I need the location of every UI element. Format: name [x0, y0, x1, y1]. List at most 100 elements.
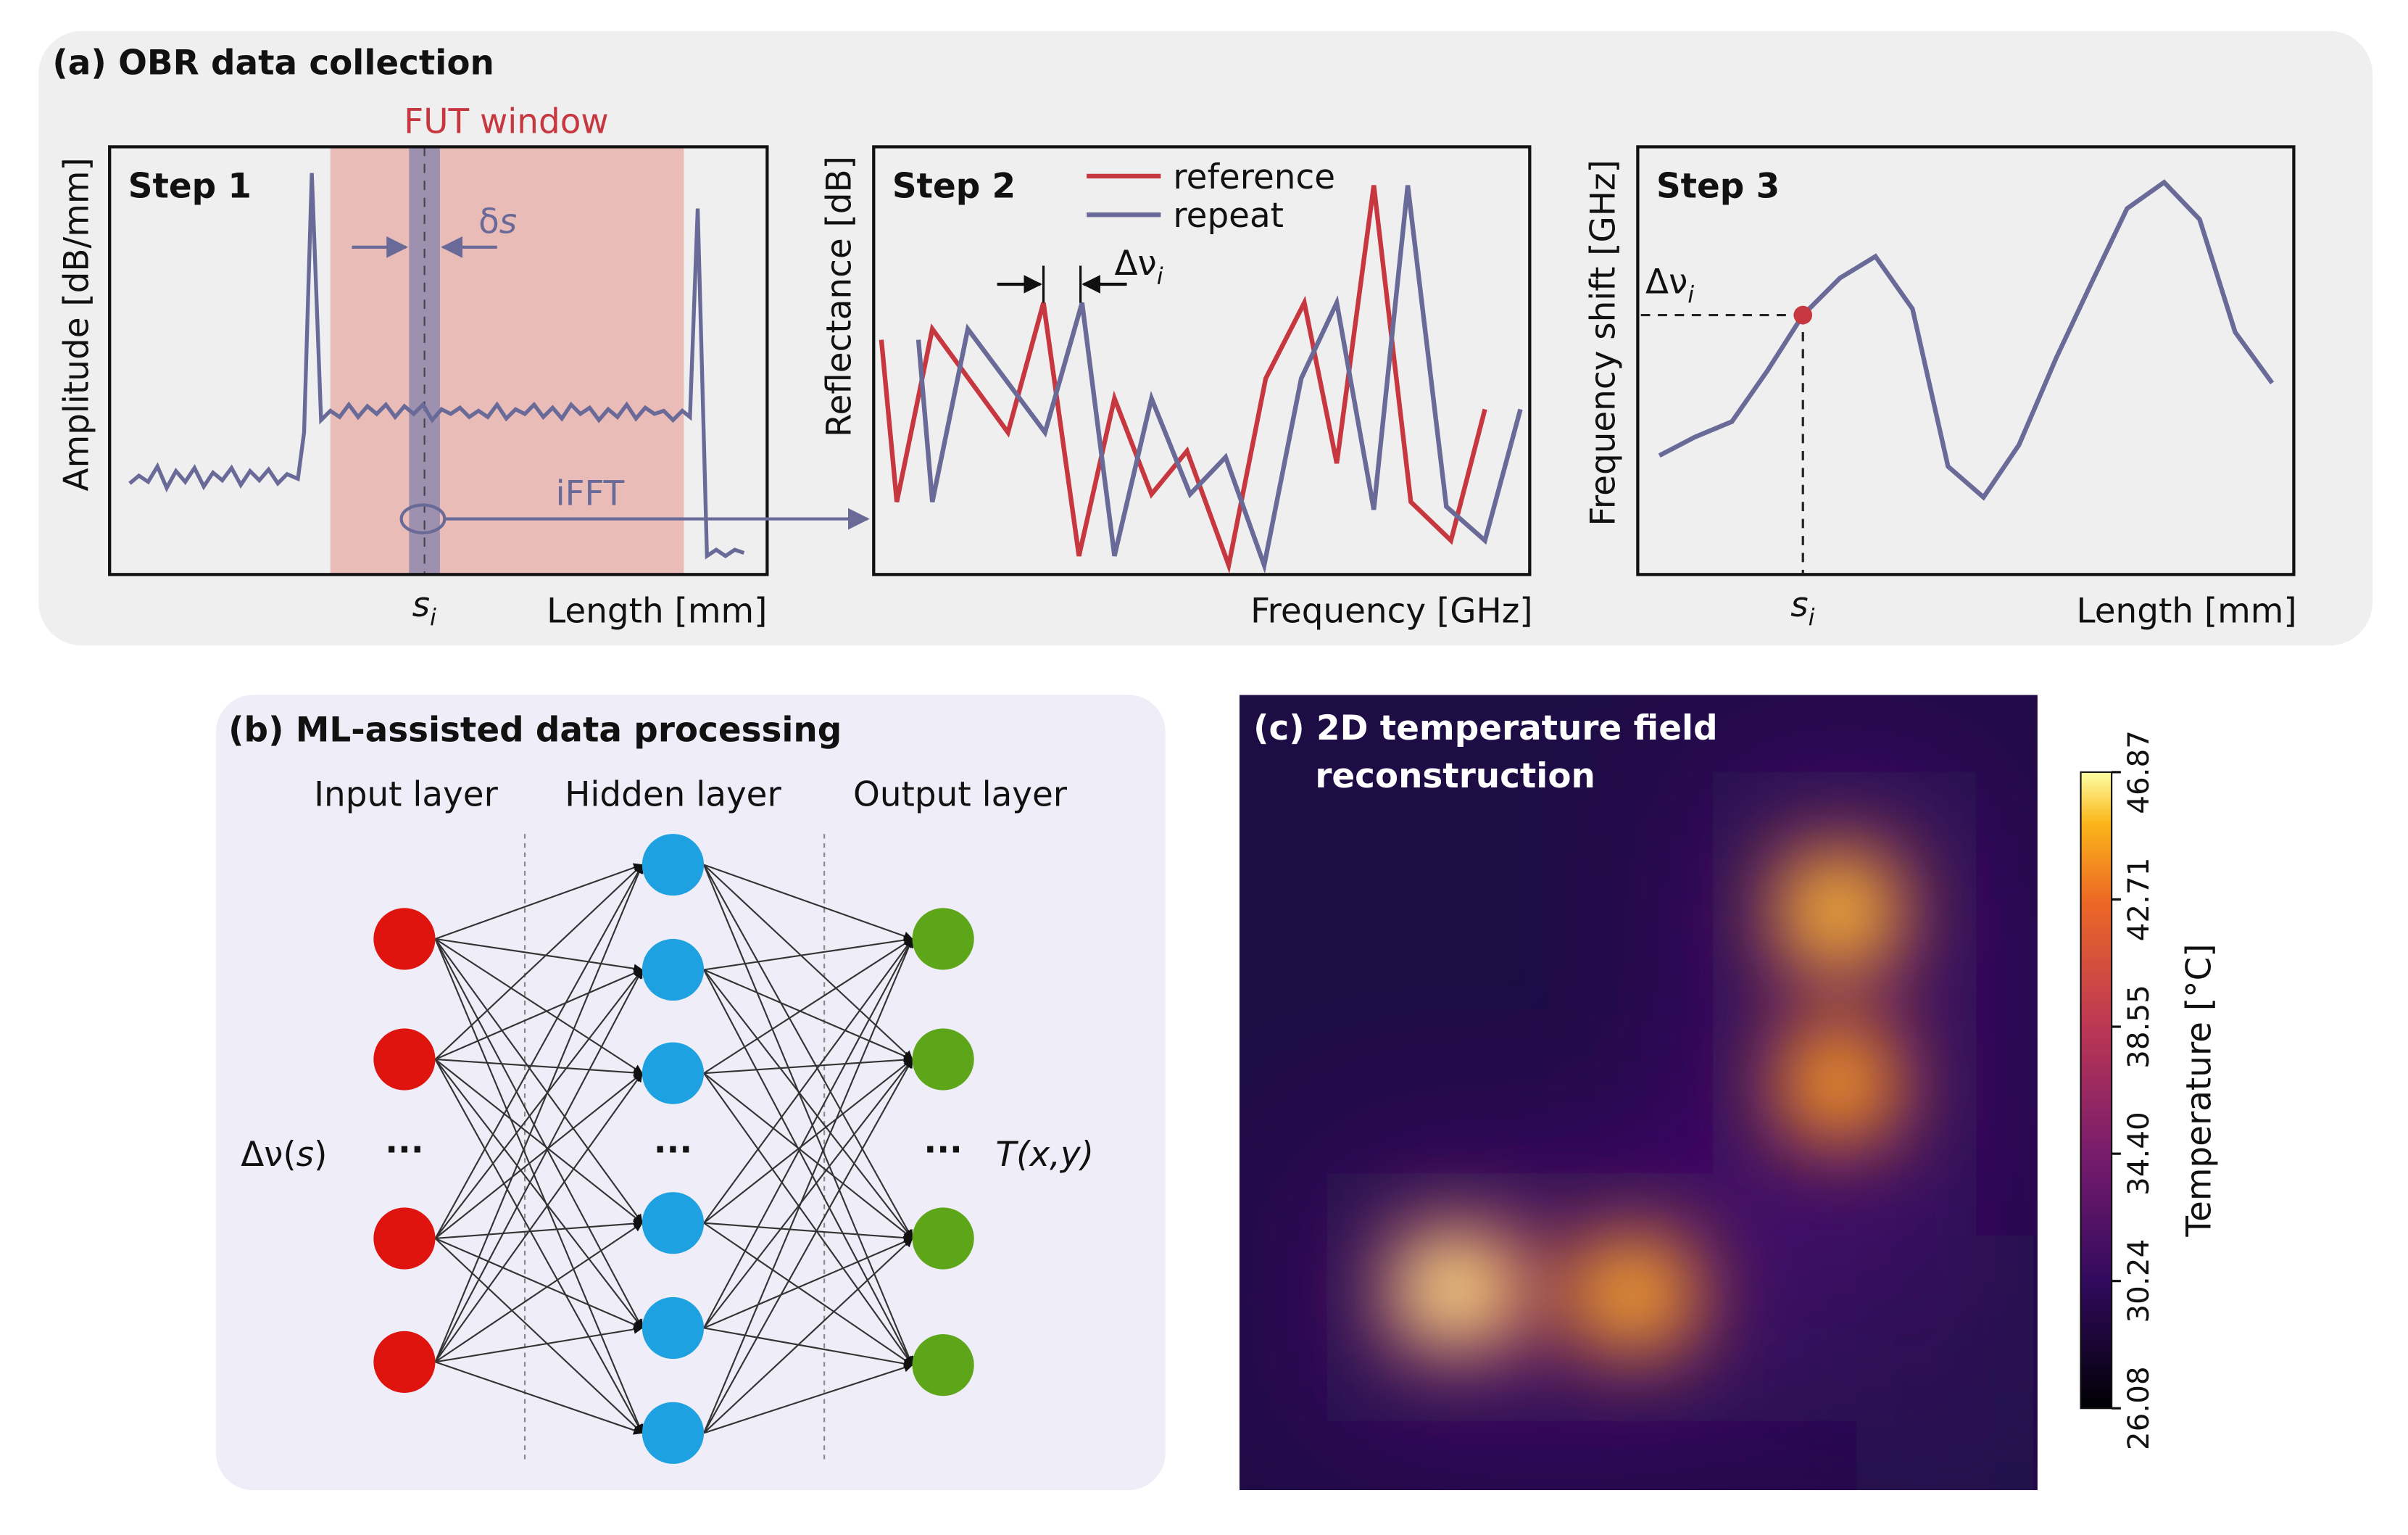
heatmap — [1239, 695, 2038, 1491]
neuron — [642, 1192, 705, 1254]
layer-label: Input layer — [314, 776, 498, 815]
connection — [435, 1361, 644, 1435]
connection — [703, 1363, 913, 1434]
sub: i — [1809, 604, 1815, 632]
glow — [1713, 771, 1976, 1236]
dnu: Δν — [1114, 244, 1156, 284]
step3-ylabel: Frequency shift [GHz] — [1584, 160, 1623, 526]
connection — [703, 864, 913, 941]
connection — [703, 969, 913, 1366]
shift-curve — [1658, 179, 2275, 501]
connection — [434, 938, 643, 1329]
neuron — [373, 1331, 436, 1393]
colorbar-tick-label: 46.87 — [2121, 730, 2156, 814]
neuron — [642, 1042, 705, 1104]
connection — [703, 1222, 913, 1366]
connection — [703, 1072, 913, 1239]
neuron — [912, 1028, 974, 1091]
delta-s: δs — [478, 203, 517, 242]
connection — [435, 1058, 644, 1077]
connection — [703, 938, 913, 1433]
ellipsis: ··· — [923, 1131, 962, 1170]
ifft-label: iFFT — [556, 474, 625, 513]
neuron — [642, 834, 705, 896]
reference-curve — [879, 185, 1487, 574]
step2-title: Step 2 — [892, 167, 1016, 207]
connection — [703, 1059, 913, 1224]
step1-ylabel: Amplitude [dB/mm] — [57, 157, 96, 491]
step1-title: Step 1 — [128, 167, 252, 207]
connection — [434, 938, 644, 1434]
neuron — [912, 1207, 974, 1270]
dnu: Δν( — [241, 1135, 296, 1175]
connection — [703, 1072, 913, 1366]
paren: ) — [314, 1135, 327, 1175]
colorbar-tick-label: 26.08 — [2121, 1366, 2156, 1450]
connection — [703, 938, 913, 1075]
repeat-curve — [916, 185, 1523, 574]
neuron — [642, 938, 705, 1001]
connection — [703, 935, 913, 971]
connection — [435, 1219, 644, 1240]
colorbar-tick-label: 42.71 — [2121, 858, 2156, 942]
panel-c-title: reconstruction — [1315, 757, 1595, 796]
sub: i — [1157, 262, 1163, 290]
connection — [434, 938, 643, 1224]
ellipsis: ··· — [654, 1131, 692, 1170]
s: s — [499, 203, 517, 242]
connection — [434, 1072, 643, 1362]
neuron — [373, 1028, 436, 1091]
connection — [703, 864, 914, 1366]
legend-entry: repeat — [1173, 196, 1284, 236]
point — [1793, 305, 1813, 325]
connection — [434, 1059, 643, 1329]
connection — [703, 1058, 913, 1329]
dnu: Δν — [1645, 263, 1687, 302]
connection — [435, 938, 644, 974]
connection — [703, 1238, 913, 1434]
connection — [435, 863, 644, 940]
connection — [435, 1238, 644, 1329]
connection — [703, 1055, 913, 1075]
panel-b-title: (b) ML-assisted data processing — [228, 711, 842, 750]
neuron — [912, 908, 974, 970]
colorbar — [2080, 771, 2113, 1410]
ellipsis: ··· — [385, 1131, 423, 1170]
neuron — [373, 908, 436, 970]
connection — [435, 1325, 644, 1363]
connection — [703, 1327, 913, 1368]
output-label: T(x,y) — [996, 1135, 1094, 1175]
colorbar-tick-label: 30.24 — [2121, 1239, 2156, 1323]
neuron — [642, 1402, 705, 1464]
connection — [434, 969, 643, 1239]
neuron — [912, 1334, 974, 1397]
panel-a-title: (a) OBR data collection — [52, 44, 494, 83]
sub: i — [1687, 281, 1694, 309]
fut-window — [330, 146, 684, 575]
connection — [434, 1059, 643, 1434]
connection — [435, 969, 644, 1060]
connection — [703, 864, 913, 1240]
core — [1799, 877, 1874, 946]
connection — [703, 938, 913, 1224]
step2-ylabel: Reflectance [dB] — [820, 156, 859, 437]
legend-entry: reference — [1173, 158, 1335, 197]
core — [1803, 1050, 1871, 1112]
connection — [434, 864, 644, 1362]
step3-box — [1636, 145, 2296, 576]
connection — [703, 864, 913, 1060]
step1-box — [108, 145, 769, 576]
dnu-label: Δνi — [1114, 244, 1163, 290]
connection — [434, 1238, 643, 1434]
connection — [434, 969, 643, 1362]
colorbar-tick-label: 34.40 — [2121, 1112, 2156, 1196]
connection — [434, 864, 643, 1060]
glow — [1852, 1235, 2038, 1491]
connection — [434, 1059, 643, 1224]
step2-xlabel: Frequency [GHz] — [1250, 592, 1532, 631]
core — [1591, 1259, 1666, 1328]
connection — [434, 864, 643, 1239]
fut-label: FUT window — [404, 102, 608, 141]
panel-c-title: (c) 2D temperature field — [1253, 709, 1717, 748]
